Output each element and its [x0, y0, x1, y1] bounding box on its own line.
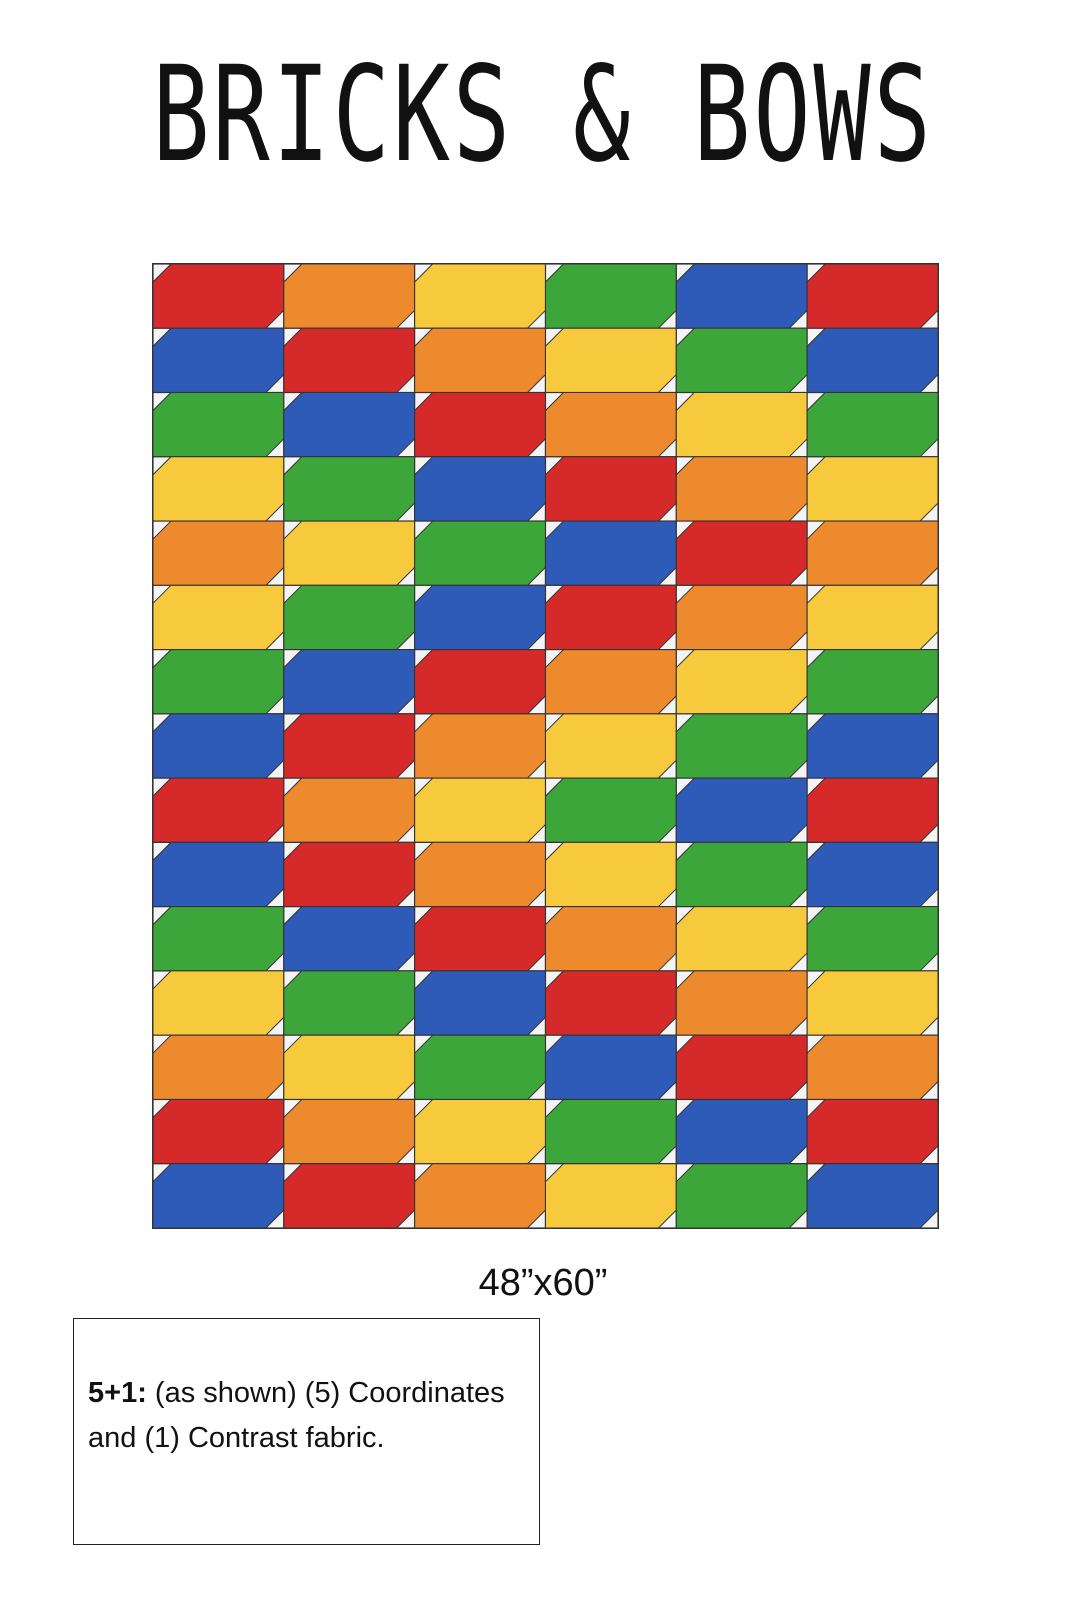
- quilt-block: [806, 906, 938, 972]
- quilt-block: [806, 841, 938, 908]
- quilt-block: [153, 456, 285, 522]
- quilt-block: [544, 1098, 677, 1165]
- quilt-block: [153, 1034, 285, 1101]
- quilt-block: [283, 841, 416, 908]
- quilt-block: [414, 456, 547, 522]
- quilt-block: [153, 1163, 285, 1228]
- quilt-block: [675, 1098, 808, 1165]
- quilt-block: [414, 327, 547, 394]
- quilt-block: [806, 391, 938, 458]
- quilt-block: [414, 264, 547, 329]
- quilt-block: [283, 520, 416, 586]
- quilt-block: [806, 456, 938, 522]
- quilt-block: [283, 1098, 416, 1165]
- quilt-block: [806, 713, 938, 779]
- quilt-block: [283, 1163, 416, 1228]
- quilt-block: [806, 584, 938, 651]
- quilt-block: [544, 456, 677, 522]
- quilt-block: [414, 391, 547, 458]
- quilt-block: [675, 327, 808, 394]
- quilt-block: [283, 391, 416, 458]
- quilt-block: [153, 841, 285, 908]
- quilt-block: [544, 264, 677, 329]
- quilt-block: [153, 649, 285, 715]
- quilt-block: [153, 970, 285, 1036]
- quilt-block: [283, 584, 416, 651]
- quilt-block: [544, 391, 677, 458]
- quilt-block: [675, 713, 808, 779]
- quilt-block: [675, 584, 808, 651]
- quilt-block: [544, 584, 677, 651]
- quilt-block: [806, 649, 938, 715]
- quilt-block: [283, 1034, 416, 1101]
- quilt-block: [414, 520, 547, 586]
- quilt-block: [806, 777, 938, 843]
- quilt-block: [806, 1163, 938, 1228]
- fabric-note-text: (as shown) (5) Coordinates and (1) Contr…: [88, 1377, 505, 1454]
- quilt-block: [153, 391, 285, 458]
- quilt-block: [675, 1163, 808, 1228]
- quilt-block: [544, 841, 677, 908]
- quilt-block: [675, 841, 808, 908]
- quilt-block: [283, 713, 416, 779]
- quilt-block: [283, 264, 416, 329]
- quilt-block: [153, 327, 285, 394]
- quilt-block: [675, 391, 808, 458]
- quilt-block: [414, 1034, 547, 1101]
- quilt-grid: [153, 264, 938, 1228]
- quilt-block: [544, 327, 677, 394]
- quilt-block: [153, 713, 285, 779]
- quilt-block: [544, 649, 677, 715]
- quilt-block: [544, 1034, 677, 1101]
- quilt-block: [283, 777, 416, 843]
- quilt-block: [806, 520, 938, 586]
- quilt-block: [153, 1098, 285, 1165]
- quilt-block: [414, 1098, 547, 1165]
- quilt-block: [544, 777, 677, 843]
- quilt-block: [806, 264, 938, 329]
- quilt-block: [153, 777, 285, 843]
- quilt-block: [414, 970, 547, 1036]
- quilt-block: [153, 264, 285, 329]
- quilt-block: [675, 456, 808, 522]
- quilt-block: [414, 713, 547, 779]
- quilt-block: [283, 906, 416, 972]
- quilt-block: [806, 1098, 938, 1165]
- quilt-block: [414, 584, 547, 651]
- quilt-block: [675, 777, 808, 843]
- quilt-block: [675, 970, 808, 1036]
- quilt-block: [153, 584, 285, 651]
- fabric-note-box: 5+1: (as shown) (5) Coordinates and (1) …: [73, 1318, 540, 1545]
- quilt-block: [806, 327, 938, 394]
- quilt-block: [414, 906, 547, 972]
- quilt-block: [153, 906, 285, 972]
- quilt-block: [544, 713, 677, 779]
- quilt-block: [675, 1034, 808, 1101]
- fabric-note-label: 5+1:: [88, 1377, 147, 1409]
- quilt-block: [414, 649, 547, 715]
- quilt-block: [675, 520, 808, 586]
- quilt-block: [283, 970, 416, 1036]
- quilt-block: [806, 970, 938, 1036]
- quilt-block: [544, 906, 677, 972]
- quilt-block: [675, 264, 808, 329]
- pattern-title: BRICKS & BOWS: [152, 38, 934, 192]
- quilt-block: [414, 1163, 547, 1228]
- quilt-block: [675, 906, 808, 972]
- quilt-block: [544, 1163, 677, 1228]
- quilt-block: [283, 327, 416, 394]
- quilt-block: [414, 777, 547, 843]
- quilt-block: [544, 970, 677, 1036]
- quilt-block: [283, 649, 416, 715]
- quilt-block: [414, 841, 547, 908]
- quilt-block: [153, 520, 285, 586]
- quilt-size: 48”x60”: [478, 1262, 608, 1304]
- quilt-illustration: [152, 263, 939, 1229]
- quilt-block: [283, 456, 416, 522]
- quilt-block: [806, 1034, 938, 1101]
- quilt-block: [675, 649, 808, 715]
- quilt-block: [544, 520, 677, 586]
